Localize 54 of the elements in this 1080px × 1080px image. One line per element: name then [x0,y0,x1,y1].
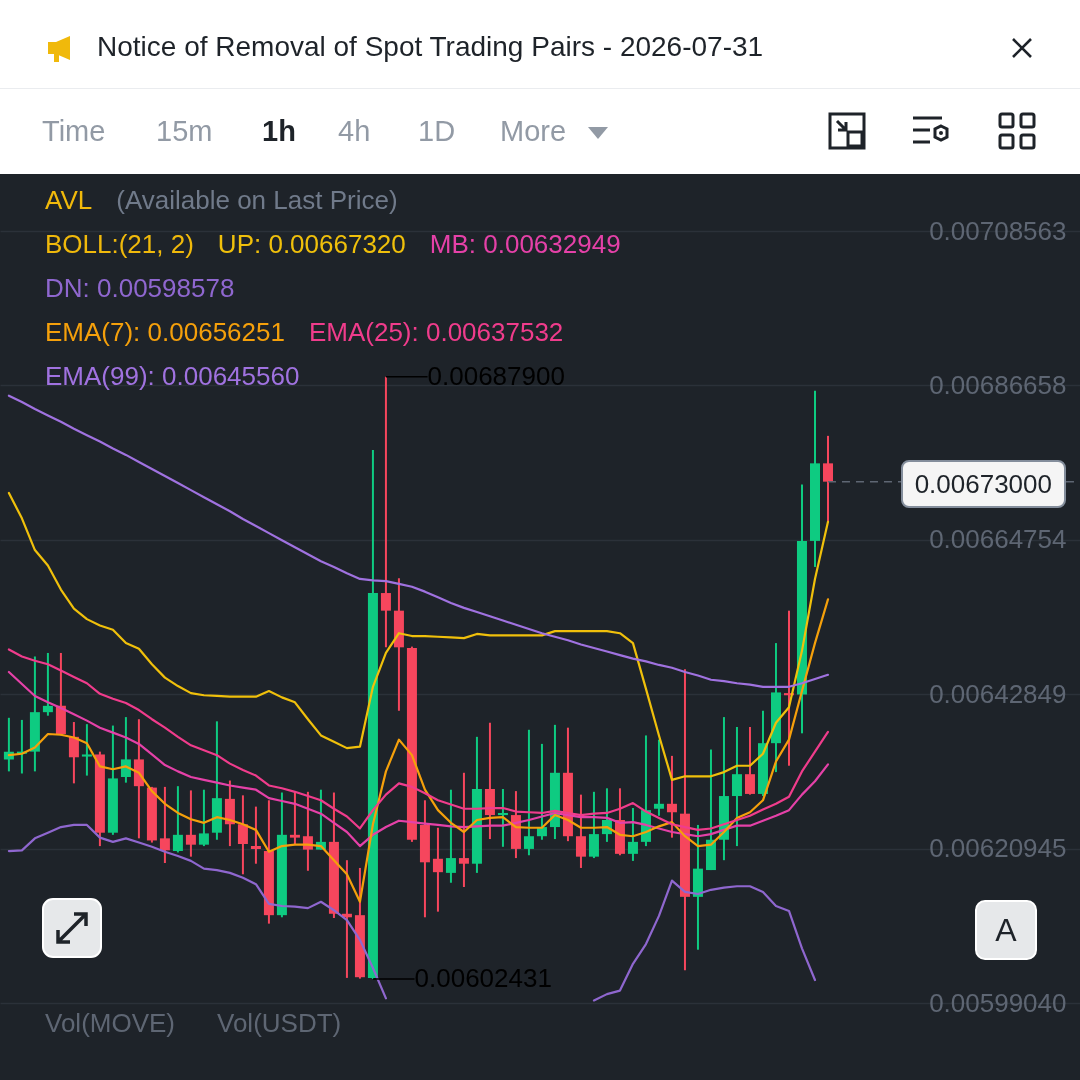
candlestick [185,789,196,858]
text: Vol(USDT) [217,1008,342,1039]
text: EMA(25): 0.00637532 [308,317,564,347]
y-tick-label: 0.00664754 [929,524,1067,555]
candlestick [458,771,469,888]
candlestick [497,788,508,848]
text: Notice of Removal of Spot Trading Pairs - 2026-07-31 [97,31,764,63]
text: Vol(MOVE) [45,1008,176,1039]
text: A [975,900,1037,960]
y-tick-label: 0.00686658 [929,369,1067,400]
text: UP: 0.00667320 [217,229,406,259]
candlestick [731,725,742,848]
text: Time [42,115,106,148]
text: AVL [45,185,93,215]
candlestick [666,754,677,839]
y-tick-label: 0.00708563 [929,215,1067,246]
line-series [7,491,830,781]
text: 1h [262,115,296,148]
text: 1D [418,115,456,148]
candlestick [653,738,664,817]
candlestick [523,728,534,857]
line-series [7,670,830,848]
candlestick [627,807,638,862]
candlestick [432,826,443,913]
candlestick [380,375,391,649]
line-series [7,394,830,688]
annotation: BOLL:(21, 2) [45,229,194,259]
y-tick-label: 0.00599040 [929,987,1067,1018]
candlestick [289,790,300,845]
text: More [500,115,567,148]
candlestick [42,651,53,717]
candlestick [302,790,313,872]
y-tick-label: 0.00642849 [929,678,1067,709]
ref-line-label: 0.00673000 [900,459,1066,508]
text: (Available on Last Price) [116,185,398,215]
candlestick [81,723,92,777]
candlestick [744,725,755,796]
text: DN: 0.00598578 [45,273,235,303]
candlestick [445,788,456,884]
series-label: EMA(99): 0.00645560 [45,361,300,391]
text: 15m [156,115,213,148]
candlestick [822,434,833,524]
text: MB: 0.00632949 [429,229,621,259]
candlestick [159,785,170,865]
candlestick [237,794,248,876]
line-series [7,648,830,831]
candlestick [575,793,586,869]
candlestick [588,790,599,860]
text: 4h [338,115,371,148]
text: EMA(7): 0.00656251 [45,317,285,347]
candlestick [198,788,209,848]
candlestick [172,785,183,854]
y-tick-label: 0.00620945 [929,833,1067,864]
candlestick [250,805,261,865]
